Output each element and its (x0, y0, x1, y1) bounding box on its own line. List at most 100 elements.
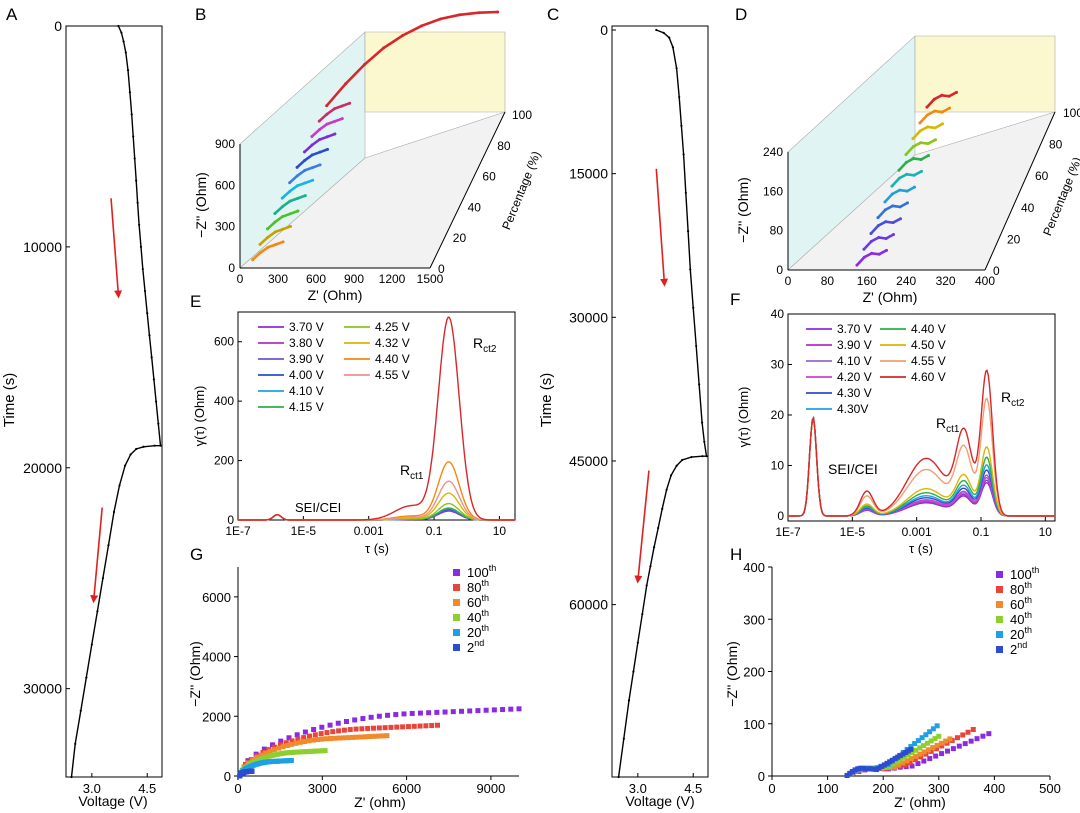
data-point (322, 748, 328, 754)
data-point (310, 153, 314, 157)
data-point (869, 239, 873, 243)
data-point (273, 212, 277, 216)
data-point (936, 733, 942, 739)
data-point (897, 753, 903, 759)
data-point (855, 263, 859, 267)
data-point (325, 135, 329, 139)
data-point (905, 752, 911, 758)
data-point (912, 173, 916, 177)
x-axis-label: Z' (ohm) (354, 794, 406, 810)
data-point (267, 748, 273, 754)
z-axis-label: Percentage (%) (1040, 155, 1080, 238)
legend: 3.70 V 3.90 V 4.10 V 4.20 V 4.30 V 4.30V 4.40 … (806, 322, 946, 416)
panel-letter-b: B (195, 5, 206, 24)
data-point (863, 766, 869, 772)
annotation-rct1: Rct1 (936, 415, 960, 435)
y-tick-label: 240 (763, 145, 783, 159)
data-point (636, 641, 639, 645)
axes: 1E-7 1E-5 0.001 0.1 10 0 200 400 600 (214, 335, 506, 538)
data-point (258, 251, 262, 255)
data-point (932, 97, 936, 101)
y-axis-label: Time (s) (538, 373, 555, 427)
data-point (280, 196, 284, 200)
y-axis: 0 10000 20000 30000 (23, 18, 70, 697)
data-point (668, 36, 671, 39)
data-point (934, 138, 937, 142)
data-point (305, 749, 311, 755)
data-point (325, 147, 329, 151)
data-point (254, 754, 260, 760)
z-tick-label: 80 (1049, 138, 1063, 152)
back-wall-right (914, 35, 1056, 113)
direction-arrow (110, 198, 123, 299)
data-point (928, 748, 934, 754)
data-point (662, 31, 665, 34)
data-point (135, 179, 138, 182)
data-point (939, 751, 945, 757)
data-point (332, 107, 336, 111)
data-point (477, 11, 481, 15)
data-point (382, 46, 386, 50)
data-point (258, 242, 262, 246)
data-point (74, 742, 77, 745)
data-point (302, 150, 306, 154)
x-tick-label: 0 (237, 272, 244, 286)
data-point (347, 727, 353, 733)
data-point (358, 734, 364, 740)
x-tick-label: 1E-5 (840, 525, 866, 539)
data-point (884, 760, 890, 766)
data-point (655, 28, 658, 32)
y-tick-label: 10 (771, 458, 785, 472)
data-point (148, 334, 151, 337)
data-point (895, 762, 901, 768)
data-point (450, 709, 456, 715)
data-point (393, 712, 399, 718)
annotation-rct1: Rct1 (400, 462, 424, 482)
data-point (901, 754, 907, 760)
data-point (152, 378, 155, 381)
data-point (962, 741, 968, 747)
y-tick-label: 200 (214, 454, 234, 468)
data-point (318, 163, 322, 167)
y-tick-label: 900 (215, 137, 235, 151)
data-point (90, 643, 93, 646)
data-point (429, 723, 435, 729)
data-point (897, 168, 901, 172)
data-point (306, 738, 312, 744)
data-point (927, 756, 933, 762)
data-point (333, 119, 337, 123)
data-point (919, 141, 923, 145)
data-point (288, 189, 292, 193)
z-tick-label: 40 (1021, 201, 1035, 215)
series-line (238, 461, 515, 521)
data-point (925, 113, 929, 117)
data-point (287, 750, 293, 756)
data-point (136, 201, 139, 204)
legend-label: 2nd (467, 638, 484, 655)
data-point (153, 444, 156, 447)
data-point (890, 184, 894, 188)
direction-arrow (655, 168, 669, 287)
z-tick-label: 40 (468, 200, 482, 214)
x-tick-label: 0.1 (973, 525, 990, 539)
data-point (299, 749, 305, 755)
data-point (340, 104, 344, 108)
x-tick-label: 400 (984, 781, 1006, 796)
data-point (281, 227, 285, 231)
data-point (307, 748, 313, 754)
data-point (132, 135, 135, 138)
data-point (292, 749, 298, 755)
data-point (385, 712, 391, 718)
y-tick-label: 30 (771, 357, 785, 371)
data-point (904, 758, 910, 764)
data-point (698, 383, 701, 386)
annotation-rct2: Rct2 (473, 335, 497, 355)
data-point (491, 707, 497, 713)
data-point (260, 749, 266, 755)
data-point (909, 750, 915, 756)
data-point (890, 761, 896, 767)
data-point (944, 748, 950, 754)
x-tick-label: 6000 (392, 781, 421, 796)
data-point (315, 748, 321, 754)
